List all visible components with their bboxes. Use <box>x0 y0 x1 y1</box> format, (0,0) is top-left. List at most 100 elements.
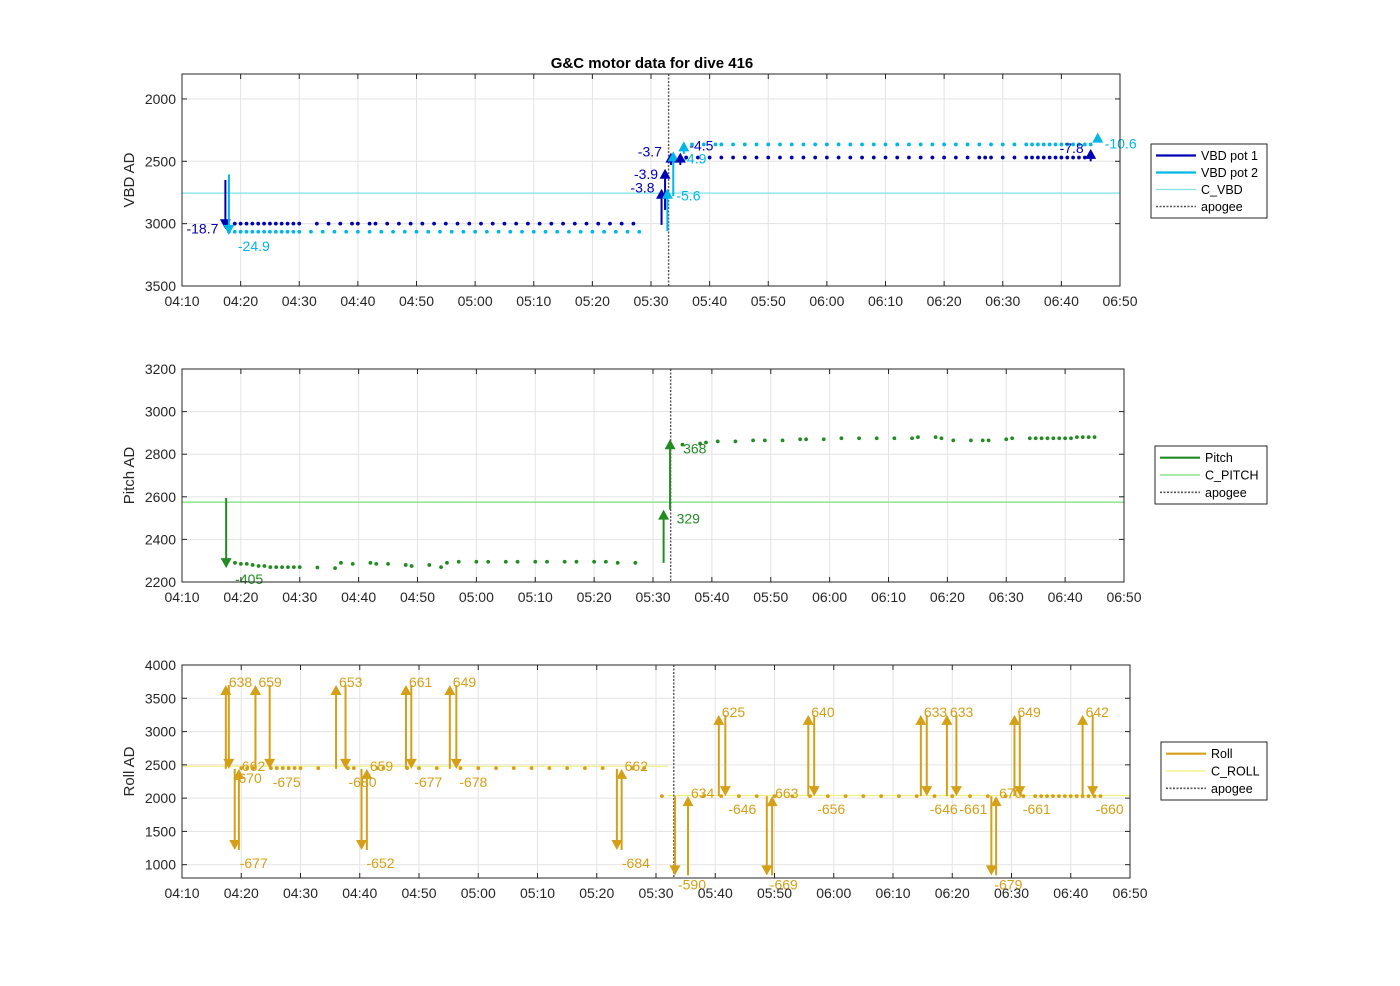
data-point <box>737 794 741 799</box>
data-point <box>910 436 914 441</box>
x-tick-label: 05:00 <box>459 589 494 605</box>
data-point <box>338 221 343 226</box>
data-point <box>1053 142 1058 147</box>
arrow-head <box>361 768 373 779</box>
data-point <box>339 560 343 565</box>
motor-move-arrow: 640 <box>802 704 835 797</box>
x-tick-label: 05:40 <box>694 589 729 605</box>
legend-entry: C_VBD <box>1201 183 1243 197</box>
arrow-head <box>682 796 694 807</box>
arrow-head <box>616 768 628 779</box>
data-point <box>385 221 390 226</box>
motor-move-arrow: -646 <box>921 714 958 817</box>
data-point <box>344 229 349 234</box>
data-point <box>355 221 360 226</box>
data-point <box>350 561 355 566</box>
arrow-head <box>223 224 235 235</box>
move-label: 659 <box>258 674 282 690</box>
data-point <box>883 155 888 160</box>
motor-move-arrow: -656 <box>808 714 845 817</box>
data-point <box>572 221 577 226</box>
x-tick-label: 05:50 <box>753 589 788 605</box>
move-label: -677 <box>240 855 268 871</box>
data-point <box>1068 794 1073 799</box>
x-tick-label: 06:40 <box>1044 293 1079 309</box>
data-point <box>836 142 841 147</box>
data-point <box>547 766 552 771</box>
motor-move-arrow: -18.7 <box>186 180 231 236</box>
move-label: -646 <box>728 801 756 817</box>
motor-move-arrow: -24.9 <box>223 174 270 254</box>
data-point <box>408 221 413 226</box>
data-point <box>778 142 782 147</box>
y-tick-label: 3200 <box>145 361 176 377</box>
move-label: 663 <box>775 785 799 801</box>
data-point <box>1047 142 1052 147</box>
data-point <box>456 559 461 564</box>
data-point <box>825 794 830 799</box>
motor-move-arrow: -677 <box>405 684 443 790</box>
data-point <box>980 438 985 443</box>
motor-move-arrow: 649 <box>1008 704 1041 797</box>
data-point <box>502 221 507 226</box>
data-point <box>583 766 587 771</box>
data-point <box>427 563 432 567</box>
legend-entry: C_ROLL <box>1211 765 1260 779</box>
data-point <box>1092 435 1097 440</box>
data-point <box>977 142 982 147</box>
data-point <box>443 221 448 226</box>
data-point <box>916 435 920 440</box>
data-point <box>821 437 826 442</box>
data-point <box>631 221 636 226</box>
data-point <box>268 221 272 226</box>
data-point <box>1057 436 1062 441</box>
data-point <box>379 229 384 234</box>
motor-move-arrow: 659 <box>361 758 393 851</box>
data-point <box>1075 435 1079 440</box>
data-point <box>778 155 782 160</box>
data-point <box>326 221 331 226</box>
data-point <box>268 565 273 569</box>
legend-entry: VBD pot 2 <box>1201 166 1258 180</box>
x-tick-label: 06:20 <box>927 293 962 309</box>
data-point <box>232 229 237 234</box>
y-tick-label: 1000 <box>145 857 176 873</box>
data-point <box>297 221 302 226</box>
data-point <box>861 794 866 799</box>
move-label: -4.5 <box>689 138 713 154</box>
data-point <box>731 142 735 147</box>
data-point <box>1057 794 1061 799</box>
arrow-head <box>1014 786 1026 797</box>
data-point <box>531 229 536 234</box>
data-point <box>233 560 237 565</box>
data-point <box>367 229 372 234</box>
x-tick-label: 06:00 <box>816 885 851 901</box>
data-point <box>704 440 708 445</box>
data-point <box>801 142 806 147</box>
y-tick-label: 2400 <box>145 531 176 547</box>
data-point <box>262 221 266 226</box>
data-point <box>333 566 337 571</box>
data-point <box>291 221 296 226</box>
move-label: -660 <box>1096 801 1124 817</box>
data-point <box>1045 794 1049 799</box>
y-axis-label: VBD AD <box>121 152 138 207</box>
arrow-head <box>229 840 241 851</box>
x-tick-label: 04:40 <box>342 885 377 901</box>
data-point <box>486 559 491 564</box>
arrow-head <box>450 758 462 769</box>
data-point <box>314 221 319 226</box>
data-point <box>574 559 579 564</box>
data-point <box>409 564 414 568</box>
data-point <box>701 794 706 799</box>
data-point <box>417 766 421 771</box>
x-tick-label: 06:40 <box>1048 589 1083 605</box>
x-tick-label: 05:10 <box>518 589 553 605</box>
arrow-head <box>761 865 773 876</box>
data-point <box>1000 142 1005 147</box>
data-point <box>1004 437 1009 442</box>
data-point <box>789 142 794 147</box>
data-point <box>494 766 498 771</box>
legend-entry: apogee <box>1205 486 1247 500</box>
motor-move-arrow: 368 <box>664 439 707 510</box>
